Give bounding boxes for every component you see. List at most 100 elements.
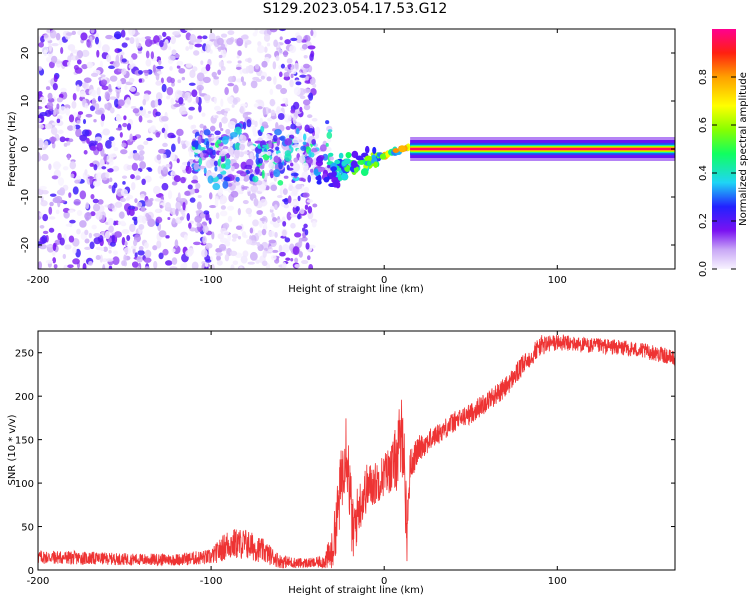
spectrogram-blob: [253, 103, 260, 108]
spectrogram-blob: [185, 165, 190, 171]
spectrogram-blob: [262, 250, 267, 258]
spectrogram-blob: [301, 259, 309, 265]
spectrogram-blob: [84, 246, 91, 251]
spectrogram-blob: [331, 171, 337, 178]
spectrogram-blob: [94, 103, 100, 111]
spectrogram-blob: [67, 125, 74, 131]
spectrogram-blob: [206, 147, 214, 156]
spectrogram-blob: [261, 260, 268, 267]
spectrogram-blob: [227, 82, 235, 87]
spectrogram-y-tick-label: 20: [20, 47, 31, 60]
spectrogram-blob: [275, 146, 280, 151]
spectrogram-blob: [301, 43, 308, 50]
spectrogram-blob: [168, 55, 176, 61]
spectrogram-blob: [273, 39, 278, 48]
spectrogram-blob: [51, 43, 59, 47]
spectrogram-blob: [291, 187, 298, 195]
spectrogram-blob: [287, 167, 294, 171]
snr-y-tick-label: 200: [15, 392, 34, 403]
spectrogram-blob: [90, 211, 96, 217]
spectrogram-blob: [273, 168, 281, 178]
spectrogram-blob: [290, 222, 296, 229]
spectrogram-blob: [209, 204, 217, 209]
spectrogram-blob: [203, 167, 207, 174]
snr-x-label: Height of straight line (km): [288, 585, 424, 596]
spectrogram-blob: [67, 44, 76, 51]
spectrogram-blob: [290, 73, 294, 79]
spectrogram-blob: [298, 251, 303, 258]
spectrogram-blob: [198, 86, 202, 96]
spectrogram-frame: [37, 28, 676, 270]
spectrogram-blob: [74, 179, 81, 184]
spectrogram-blob: [159, 175, 165, 180]
spectrogram-blob: [183, 234, 188, 241]
spectrogram-blob: [250, 185, 259, 193]
colorbar-ticks: 0.0 0.2 0.4 0.6 0.8: [698, 69, 736, 277]
spectrogram-blob: [202, 225, 209, 234]
spectrogram-blob: [213, 77, 220, 86]
spectrogram-blob: [72, 124, 76, 132]
spectrogram-blob: [108, 225, 114, 233]
spectrogram-blob: [132, 108, 140, 114]
spectrogram-blob: [288, 134, 295, 140]
spectrogram-blob: [122, 122, 128, 128]
spectrogram-blob: [245, 170, 251, 175]
spectrogram-blob: [155, 80, 162, 86]
snr-x-tick-label: -200: [27, 576, 50, 587]
spectrogram-blob: [220, 205, 226, 210]
spectrogram-blob: [303, 55, 308, 59]
spectrogram-blob: [277, 152, 283, 158]
spectrogram-blob: [90, 72, 99, 78]
spectrogram-blob: [294, 257, 299, 263]
spectrogram-blob: [195, 96, 200, 104]
spectrogram-blob: [327, 129, 333, 133]
spectrogram-blob: [220, 65, 226, 72]
spectrogram-blob: [185, 46, 190, 51]
spectrogram-blob: [232, 84, 239, 94]
spectrogram-blob: [259, 164, 265, 170]
spectrogram-blob: [108, 136, 115, 142]
spectrogram-blob: [155, 72, 160, 81]
spectrogram-blob: [292, 144, 301, 149]
spectrogram-blob: [307, 206, 313, 214]
spectrogram-blob: [84, 212, 92, 220]
spectrogram-blob: [304, 229, 309, 236]
spectrogram-blob: [121, 42, 128, 48]
spectrogram-blob: [150, 51, 155, 60]
spectrogram-blob: [117, 221, 122, 225]
spectrogram-blob: [145, 50, 150, 59]
spectrogram-blob: [38, 106, 43, 110]
spectrogram-blob: [79, 90, 86, 98]
spectrogram-blob: [121, 237, 126, 246]
spectrogram-blob: [259, 217, 266, 222]
spectrogram-blob: [263, 33, 271, 42]
spectrogram-blob: [315, 126, 321, 135]
spectrogram-blob: [89, 241, 95, 250]
spectrogram-blob: [230, 131, 238, 138]
spectrogram-blob: [143, 257, 152, 263]
spectrogram-blob: [201, 112, 206, 117]
spectrogram-blob: [255, 259, 260, 264]
spectrogram-blob: [80, 32, 88, 41]
spectrogram-blob: [205, 43, 211, 53]
spectrogram-blob: [71, 49, 79, 54]
spectrogram-blob: [129, 133, 133, 142]
spectrogram-blob: [325, 120, 330, 125]
spectrogram-blob: [194, 140, 199, 150]
spectrogram-blob: [120, 29, 126, 38]
spectrogram-blob: [373, 161, 378, 168]
spectrogram-blob: [73, 198, 81, 206]
spectrogram-blob: [111, 234, 115, 244]
spectrogram-blob: [240, 76, 245, 83]
spectrogram-blob: [218, 61, 225, 68]
spectrogram-blob: [164, 201, 172, 211]
spectrogram-blob: [152, 245, 158, 251]
spectrogram-blob: [170, 35, 176, 45]
spectrogram-blob: [129, 37, 135, 45]
spectrogram-blob: [311, 139, 316, 145]
spectrogram-blob: [105, 54, 112, 62]
spectrogram-blob: [81, 82, 87, 89]
spectrogram-blob: [297, 195, 301, 202]
